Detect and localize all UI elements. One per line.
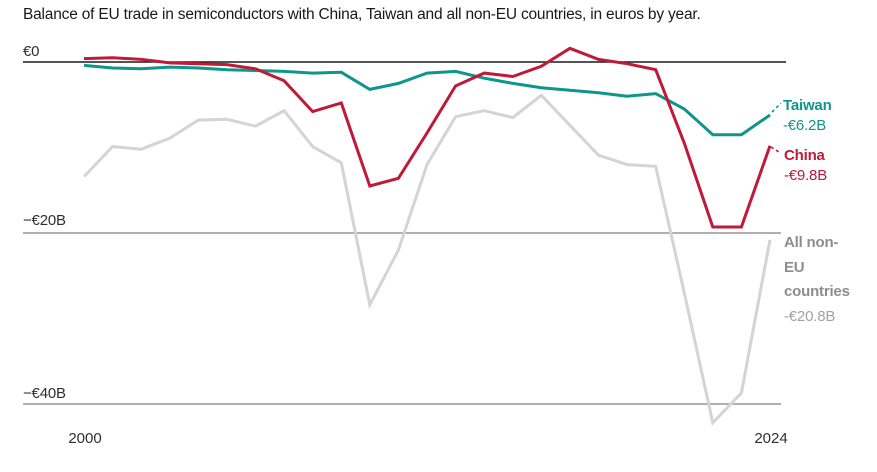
y-axis-tick-minus20b: −€20B <box>23 212 66 229</box>
x-axis-tick-2000: 2000 <box>68 430 102 447</box>
non-eu-series-label: All non- EU countries <box>784 234 850 300</box>
china-series-label: China <box>784 147 825 164</box>
non-eu-countries-line <box>82 93 772 426</box>
x-axis-tick-2024: 2024 <box>754 430 788 447</box>
taiwan-series-label: Taiwan <box>783 97 832 114</box>
annotation-taiwan: Taiwan -€6.2B <box>783 97 832 136</box>
chart-title: Balance of EU trade in semiconductors wi… <box>23 6 701 23</box>
china-line <box>83 46 772 229</box>
y-axis-tick-minus40b: −€40B <box>23 385 66 402</box>
china-label-connector <box>770 146 780 153</box>
y-axis-tick-zero: €0 <box>23 43 40 60</box>
china-series-value: -€9.8B <box>784 167 827 184</box>
taiwan-series-value: -€6.2B <box>783 117 826 134</box>
non-eu-series-value: -€20.8B <box>784 307 836 325</box>
taiwan-line <box>83 63 771 137</box>
annotation-non-eu-countries: All non- EU countries -€20.8B <box>784 231 850 329</box>
taiwan-label-connector <box>771 102 782 113</box>
annotation-china: China -€9.8B <box>784 147 827 186</box>
